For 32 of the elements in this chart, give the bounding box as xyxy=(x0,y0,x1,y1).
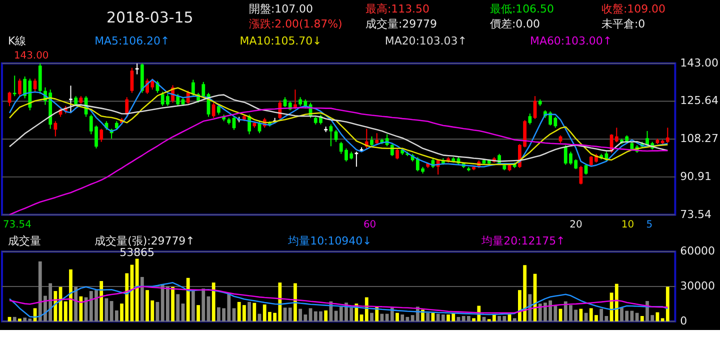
text: 5 xyxy=(646,220,653,231)
text: 均量20:12175↑ xyxy=(480,234,566,248)
text: MA60:103.00↑ xyxy=(530,34,612,48)
text: 10 xyxy=(621,220,634,231)
text: 未平倉:0 xyxy=(601,18,646,31)
text: 最高:113.50 xyxy=(365,2,430,16)
y-tick-label: 90.91 xyxy=(680,170,712,183)
text: 143.00 xyxy=(14,50,49,62)
text: 73.54 xyxy=(2,220,32,231)
text: K線 xyxy=(8,34,26,48)
text: 收盤:109.00 xyxy=(601,2,666,16)
y-tick-label: 30000 xyxy=(680,279,715,292)
text: 2018-03-15 xyxy=(106,8,194,27)
y-tick-label: 143.00 xyxy=(680,56,718,70)
y-tick-label: 125.64 xyxy=(680,94,718,108)
text: 最低:106.50 xyxy=(490,2,554,16)
y-tick-label: 108.27 xyxy=(680,132,718,146)
text: 成交量:29779 xyxy=(365,18,437,31)
text: 60 xyxy=(363,220,376,231)
y-tick-label: 73.54 xyxy=(680,208,712,221)
text: MA10:105.70↓ xyxy=(240,34,322,48)
series-label: 成交量(張):29779↑ xyxy=(94,234,195,248)
text: 20 xyxy=(570,220,582,231)
text: 開盤:107.00 xyxy=(248,2,313,16)
y-tick-label: 60000 xyxy=(680,244,715,258)
text: 成交量 xyxy=(8,234,41,248)
text: 價差:0.00 xyxy=(490,18,540,31)
text: MA5:106.20↑ xyxy=(94,34,170,48)
text: 漲跌:2.00(1.87%) xyxy=(248,18,342,31)
text: MA20:103.03↑ xyxy=(384,34,467,48)
y-tick-label: 0 xyxy=(680,314,688,328)
text: 均量10:10940↓ xyxy=(287,234,372,248)
